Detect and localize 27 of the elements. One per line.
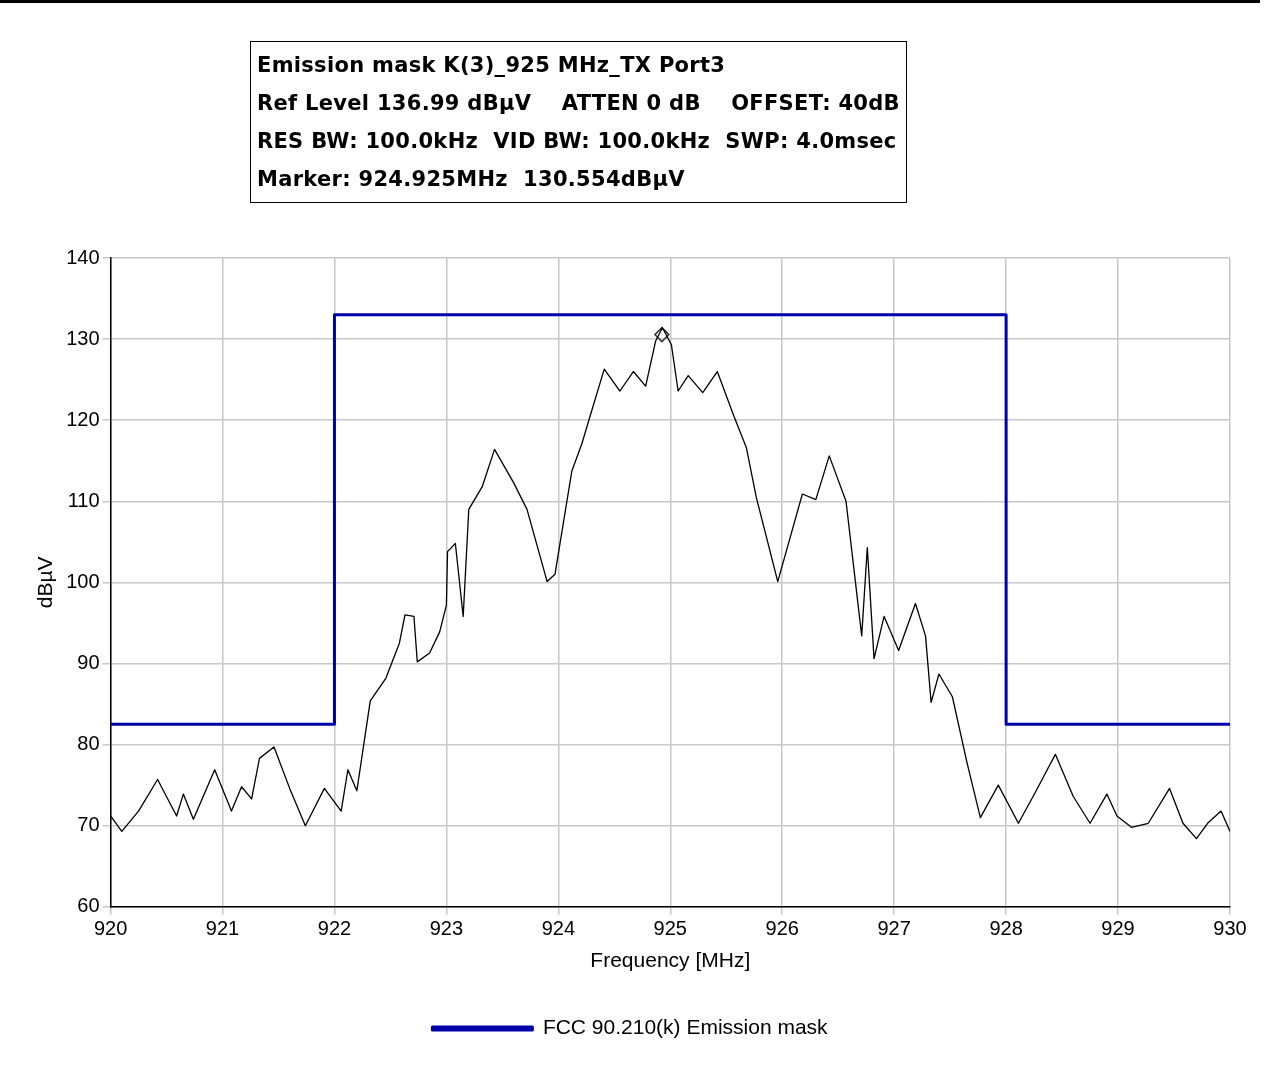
text: Ref Level 136.99 dBµV ATTEN 0 dB OFFSET: 40dB: [257, 90, 900, 117]
y-tick-label: 120: [66, 407, 100, 430]
y-axis-title: dBµV: [33, 556, 57, 609]
y-tick-label: 110: [67, 488, 100, 511]
x-tick-label: 920: [93, 917, 128, 940]
y-tick-label: 140: [66, 245, 100, 268]
chart-title: Emission mask K(3)_925 MHz_TX Port3: [257, 52, 727, 79]
x-tick-label: 923: [429, 917, 464, 940]
x-tick-label: 927: [877, 917, 911, 940]
y-tick-label: 80: [77, 732, 100, 755]
x-tick-label: 925: [653, 917, 687, 940]
x-axis-title: Frequency [MHz]: [590, 948, 751, 972]
x-tick-label: 922: [317, 917, 352, 940]
y-tick-label: 70: [77, 813, 100, 836]
y-tick-label: 90: [77, 651, 100, 674]
x-tick-label: 928: [989, 917, 1023, 940]
x-tick-label: 924: [541, 917, 576, 940]
legend-label: FCC 90.210(k) Emission mask: [542, 1015, 829, 1039]
text: Marker: 924.925MHz 130.554dBµV: [257, 166, 686, 193]
x-tick-label: 930: [1213, 917, 1247, 940]
y-tick-label: 60: [77, 894, 100, 917]
y-tick-label: 100: [66, 569, 100, 592]
text: RES BW: 100.0kHz VID BW: 100.0kHz SWP: 4.0msec: [257, 128, 898, 155]
x-tick-label: 921: [205, 917, 240, 940]
x-tick-label: 926: [765, 917, 799, 940]
x-tick-label: 929: [1101, 917, 1135, 940]
y-tick-label: 130: [66, 326, 100, 349]
